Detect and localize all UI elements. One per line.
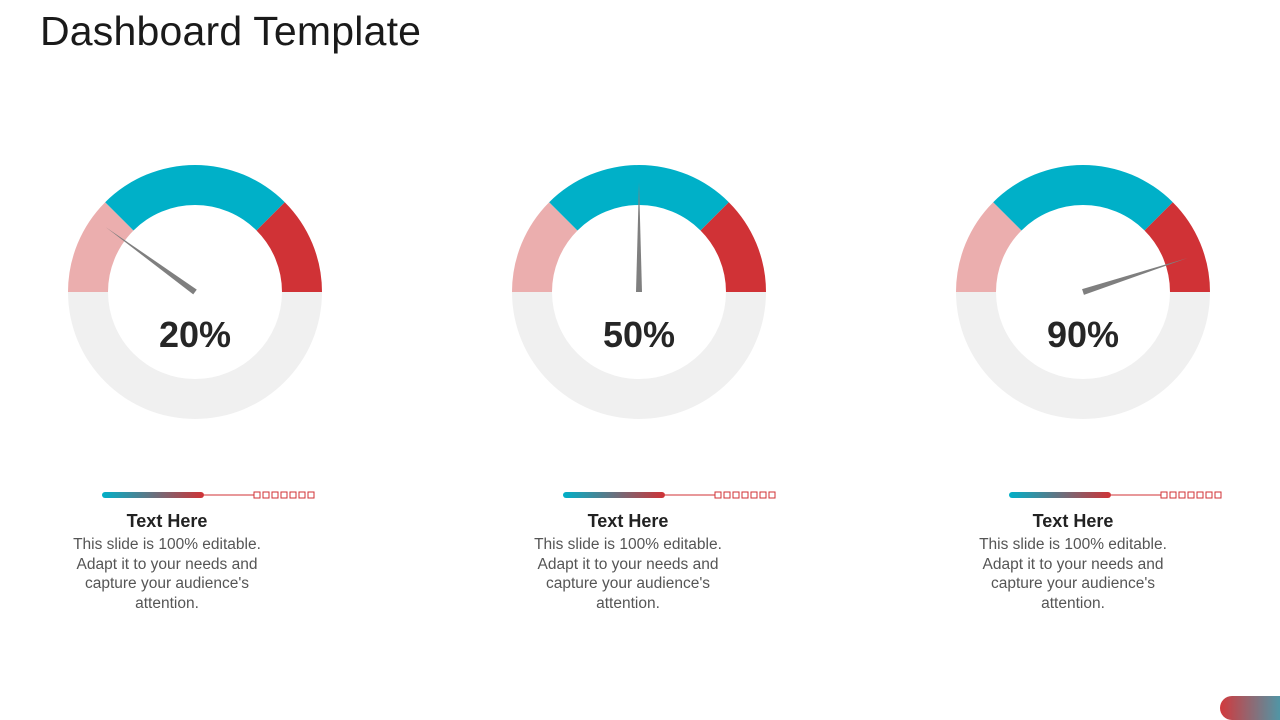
gauge-segment-high: [1144, 202, 1210, 292]
gauge-track: [512, 292, 766, 419]
divider-square: [1214, 491, 1222, 499]
divider-square: [1205, 491, 1213, 499]
gauge-needle: [106, 227, 197, 295]
divider-square: [714, 491, 722, 499]
text-body: This slide is 100% editable. Adapt it to…: [73, 536, 261, 612]
divider-square: [1169, 491, 1177, 499]
divider-square: [732, 491, 740, 499]
divider-square: [289, 491, 297, 499]
divider-square: [1187, 491, 1195, 499]
gauge-card-2: 50%: [504, 150, 774, 450]
text-body: This slide is 100% editable. Adapt it to…: [979, 536, 1167, 612]
text-block-3: Text Here This slide is 100% editable. A…: [958, 510, 1188, 613]
corner-accent: [1220, 696, 1280, 720]
gauge-segment-low: [512, 202, 578, 292]
gauge-needle: [636, 182, 642, 292]
gauge-value-label: 50%: [602, 314, 676, 355]
gauge-track: [68, 292, 322, 419]
divider-square: [298, 491, 306, 499]
divider-slider: [563, 491, 776, 499]
gauge-segment-mid: [105, 165, 285, 231]
gauge-segment-low: [68, 202, 134, 292]
gauge-value-label: 20%: [158, 314, 232, 355]
text-block-2: Text Here This slide is 100% editable. A…: [513, 510, 743, 613]
text-heading: Text Here: [587, 511, 669, 531]
divider-bar: [1009, 492, 1111, 498]
divider-square: [280, 491, 288, 499]
gauge-segment-low: [956, 202, 1022, 292]
gauge-track: [956, 292, 1210, 419]
divider-slider: [1009, 491, 1222, 499]
divider-square: [768, 491, 776, 499]
divider-slider: [102, 491, 315, 499]
gauge-chart: [68, 165, 322, 419]
gauge-card-1: 20%: [60, 150, 330, 450]
text-body: This slide is 100% editable. Adapt it to…: [534, 536, 722, 612]
gauge-segment-high: [700, 202, 766, 292]
gauge-chart: [512, 165, 766, 419]
divider-bar: [102, 492, 204, 498]
divider-square: [307, 491, 315, 499]
divider-square: [1196, 491, 1204, 499]
gauge-chart: [956, 165, 1210, 419]
divider-square: [750, 491, 758, 499]
gauge-value-label: 90%: [1046, 314, 1120, 355]
text-block-1: Text Here This slide is 100% editable. A…: [52, 510, 282, 613]
divider-square: [723, 491, 731, 499]
page-title: Dashboard Template: [40, 8, 422, 54]
gauge-segment-high: [256, 202, 322, 292]
text-heading: Text Here: [126, 511, 208, 531]
divider-square: [741, 491, 749, 499]
gauge-card-3: 90%: [948, 150, 1218, 450]
text-heading: Text Here: [1032, 511, 1114, 531]
divider-square: [253, 491, 261, 499]
gauge-needle: [1082, 258, 1188, 295]
gauge-segment-mid: [993, 165, 1173, 231]
divider-square: [759, 491, 767, 499]
divider-square: [271, 491, 279, 499]
divider-square: [1178, 491, 1186, 499]
divider-bar: [563, 492, 665, 498]
divider-square: [262, 491, 270, 499]
divider-square: [1160, 491, 1168, 499]
